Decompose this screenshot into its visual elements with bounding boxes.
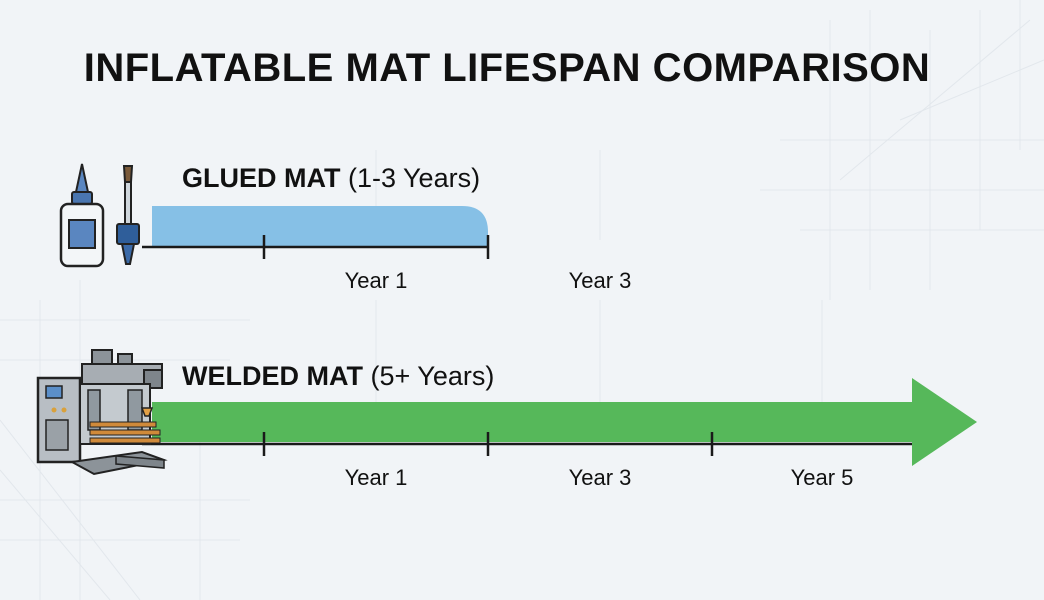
welded-mat-bar-arrow xyxy=(152,378,977,466)
tick-label-glued-year-3: Year 3 xyxy=(568,268,632,293)
welded-mat-name: WELDED MAT xyxy=(182,361,363,391)
welded-mat-range: (5+ Years) xyxy=(370,361,495,391)
welding-machine-icon xyxy=(36,349,168,476)
tick-label-welded-year-1: Year 1 xyxy=(344,465,408,490)
tick-label-welded-year-5: Year 5 xyxy=(790,465,854,490)
chart-title: INFLATABLE MAT LIFESPAN COMPARISON xyxy=(83,46,931,90)
glued-mat-range: (1-3 Years) xyxy=(348,163,481,193)
glued-mat-label: GLUED MAT (1-3 Years) xyxy=(182,163,480,194)
glued-mat-name: GLUED MAT xyxy=(182,163,341,193)
tick-label-glued-year-1: Year 1 xyxy=(344,268,408,293)
tick-label-welded-year-3: Year 3 xyxy=(568,465,632,490)
glue-bottle-and-brush-icon xyxy=(59,163,140,268)
welded-mat-label: WELDED MAT (5+ Years) xyxy=(182,361,494,392)
glued-mat-bar xyxy=(152,206,488,246)
